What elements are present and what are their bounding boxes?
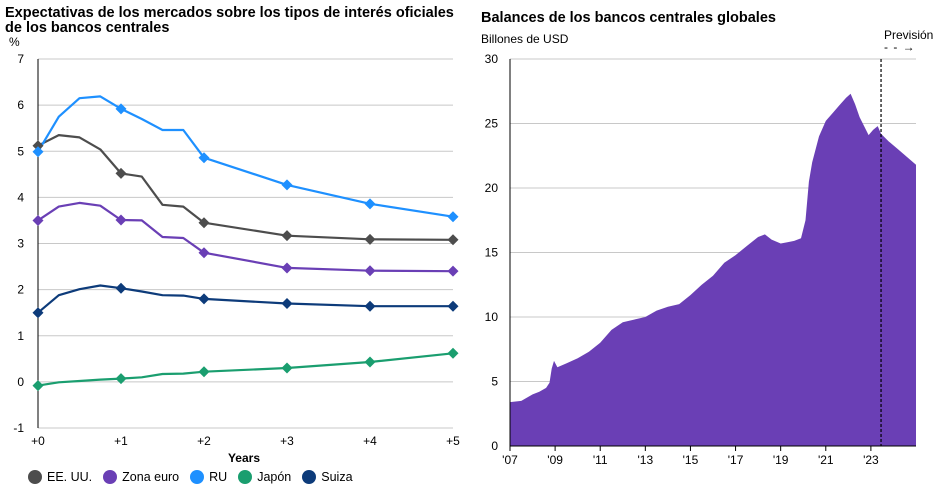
legend-swatch bbox=[238, 470, 253, 484]
series-line-jap-n bbox=[37, 352, 454, 387]
legend-swatch bbox=[28, 470, 42, 484]
legend-item: RU bbox=[190, 470, 227, 484]
right-y-tick-label: 5 bbox=[491, 375, 498, 389]
series-marker-zona-euro bbox=[198, 247, 210, 259]
legend-item: Zona euro bbox=[103, 470, 179, 484]
left-x-tick-label: +4 bbox=[363, 434, 377, 448]
right-x-tick-label: '07 bbox=[502, 453, 518, 467]
series-marker-ee-uu bbox=[32, 140, 44, 152]
series-marker-ru bbox=[364, 198, 376, 210]
right-x-tick-label: '09 bbox=[547, 453, 563, 467]
right-y-tick-label: 0 bbox=[491, 439, 498, 453]
left-y-tick-label: 4 bbox=[17, 190, 24, 204]
legend-label: RU bbox=[209, 470, 228, 484]
series-marker-jap-n bbox=[115, 373, 127, 385]
left-y-tick-label: 3 bbox=[17, 237, 24, 251]
left-y-tick-label: 7 bbox=[17, 52, 24, 66]
series-marker-ru bbox=[281, 179, 293, 191]
forecast-arrow-icon: - - → bbox=[884, 40, 916, 54]
series-marker-jap-n bbox=[447, 347, 459, 359]
series-marker-ru bbox=[198, 152, 210, 164]
right-x-tick-label: '13 bbox=[638, 453, 654, 467]
right-chart: 0 5 10 15 20 25 30 '07 '09 '11 '13 '15 '17 '19 '21 '23 bbox=[485, 52, 916, 467]
legend-label: EE. UU. bbox=[47, 470, 93, 484]
series-marker-zona-euro bbox=[32, 214, 44, 226]
legend-swatch bbox=[302, 470, 317, 484]
series-marker-ru bbox=[32, 146, 44, 158]
right-x-tick-label: '19 bbox=[773, 453, 789, 467]
left-y-tick-label: 5 bbox=[17, 144, 24, 158]
series-marker-jap-n bbox=[364, 356, 376, 368]
right-x-tick-label: '11 bbox=[593, 453, 608, 467]
right-x-tick-label: '23 bbox=[863, 453, 879, 467]
series-marker-jap-n bbox=[32, 380, 44, 392]
series-line-ee-uu bbox=[37, 134, 454, 241]
series-marker-jap-n bbox=[198, 366, 210, 378]
series-marker-ee-uu bbox=[115, 167, 127, 179]
left-x-tick-label: +1 bbox=[114, 434, 128, 448]
left-y-tick-label: 0 bbox=[17, 375, 24, 389]
right-y-tick-label: 15 bbox=[485, 246, 499, 260]
series-marker-suiza bbox=[281, 297, 293, 309]
right-y-tick-label: 20 bbox=[485, 181, 499, 195]
series-marker-ee-uu bbox=[198, 217, 210, 229]
left-chart: -1 0 1 2 3 4 5 6 7 +0 +1 +2 +3 +4 +5 Years bbox=[13, 52, 460, 465]
series-marker-zona-euro bbox=[281, 262, 293, 274]
right-y-tick-label: 30 bbox=[485, 52, 499, 66]
forecast-label: Previsión - - → bbox=[884, 28, 933, 54]
balance-sheet-area bbox=[510, 93, 916, 447]
left-x-axis-label: Years bbox=[228, 451, 260, 465]
series-marker-suiza bbox=[364, 300, 376, 312]
series-marker-ee-uu bbox=[447, 234, 459, 246]
series-marker-ee-uu bbox=[364, 233, 376, 245]
right-chart-title: Balances de los bancos centrales globale… bbox=[481, 10, 776, 26]
series-line-ru bbox=[37, 95, 454, 218]
series-marker-suiza bbox=[198, 293, 210, 305]
legend-swatch bbox=[190, 470, 205, 484]
right-y-tick-label: 25 bbox=[485, 117, 499, 131]
series-marker-ee-uu bbox=[281, 230, 293, 242]
legend-swatch bbox=[103, 470, 118, 484]
left-y-tick-label: 2 bbox=[17, 283, 24, 297]
left-y-tick-label: -1 bbox=[13, 421, 24, 435]
series-marker-suiza bbox=[447, 300, 459, 312]
legend-item: Suiza bbox=[302, 470, 353, 484]
left-y-tick-label: 6 bbox=[17, 98, 24, 112]
left-x-tick-label: +5 bbox=[446, 434, 460, 448]
left-x-tick-label: +2 bbox=[197, 434, 211, 448]
series-marker-suiza bbox=[32, 307, 44, 319]
legend: EE. UU. Zona euro RU Japón Suiza bbox=[28, 470, 364, 484]
series-marker-zona-euro bbox=[115, 214, 127, 226]
left-y-tick-label: 1 bbox=[17, 329, 24, 343]
right-y-tick-label: 10 bbox=[485, 310, 499, 324]
series-marker-ru bbox=[447, 211, 459, 223]
series-marker-zona-euro bbox=[447, 265, 459, 277]
legend-item: EE. UU. bbox=[28, 470, 92, 484]
right-x-tick-label: '15 bbox=[683, 453, 699, 467]
forecast-text: Previsión bbox=[884, 28, 934, 42]
right-x-tick-label: '21 bbox=[818, 453, 834, 467]
legend-label: Japón bbox=[257, 470, 292, 484]
series-marker-jap-n bbox=[281, 362, 293, 374]
legend-label: Suiza bbox=[321, 470, 353, 484]
left-chart-title: Expectativas de los mercados sobre los t… bbox=[5, 5, 454, 36]
left-y-unit: % bbox=[9, 35, 20, 49]
series-line-zona-euro bbox=[37, 201, 454, 273]
series-marker-suiza bbox=[115, 282, 127, 294]
legend-label: Zona euro bbox=[122, 470, 180, 484]
series-line-suiza bbox=[37, 284, 453, 314]
right-y-unit: Billones de USD bbox=[481, 32, 569, 46]
right-x-tick-label: '17 bbox=[728, 453, 744, 467]
legend-item: Japón bbox=[238, 470, 291, 484]
left-x-tick-label: +0 bbox=[31, 434, 45, 448]
series-marker-ru bbox=[115, 103, 127, 115]
series-marker-zona-euro bbox=[364, 265, 376, 277]
left-x-tick-label: +3 bbox=[280, 434, 294, 448]
